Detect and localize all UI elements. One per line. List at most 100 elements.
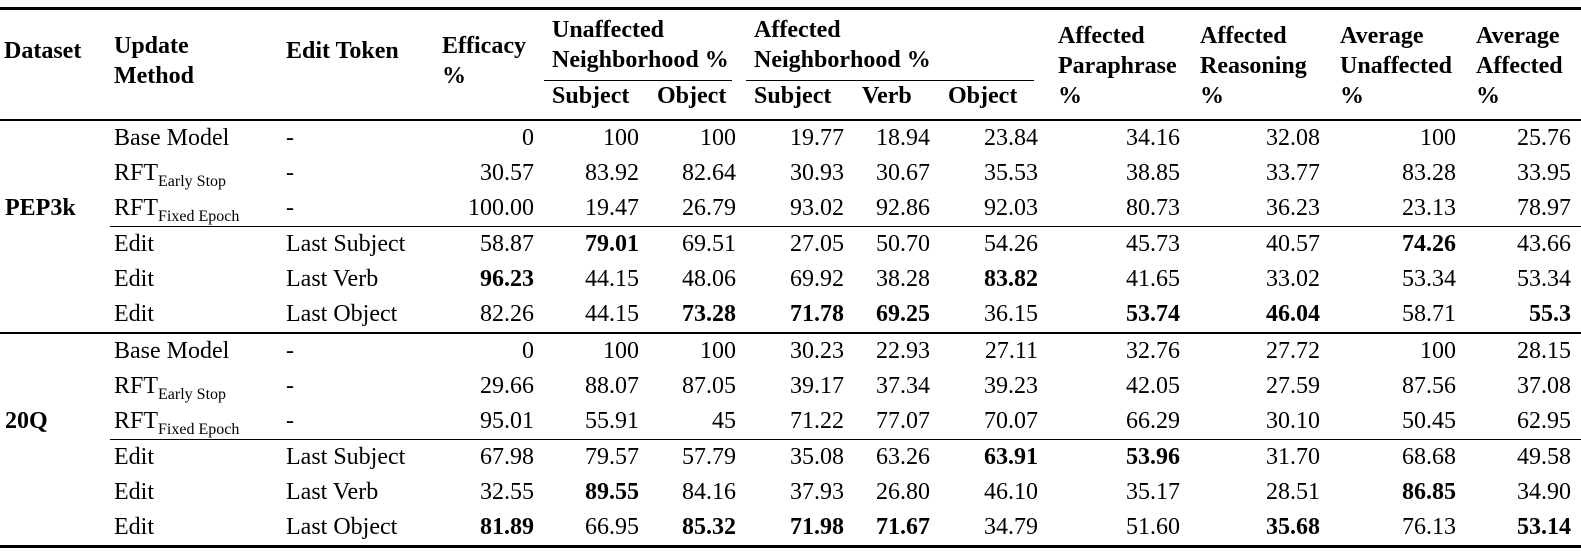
value-cell-average_unaffected: 100 [1420,124,1457,151]
edit-token-cell: Last Verb [286,478,379,505]
update-method-cell: Base Model [114,124,230,151]
col-header-dataset: Dataset [0,8,110,121]
value-cell-affected_reasoning: 33.02 [1266,265,1321,292]
update-method-cell: Edit [114,513,154,540]
value-cell-affected_paraphrase: 66.29 [1126,407,1181,434]
value-cell-average_unaffected: 86.85 [1402,478,1457,505]
value-cell-unaffected_subject: 100 [544,331,649,369]
value-cell-average_affected: 28.15 [1466,331,1581,369]
value-cell-affected_subject: 39.17 [790,372,844,399]
update-method-cell: RFTFixed Epoch [114,194,240,225]
value-cell-affected_subject: 93.02 [790,194,844,221]
update-method-cell: Edit [114,300,154,327]
results-table: Dataset Update Method Edit Token Efficac… [0,7,1581,548]
method-subscript: Early Stop [158,385,227,403]
col-header-update-method: Update Method [110,8,282,121]
value-cell-average_unaffected: 74.26 [1330,225,1467,262]
value-cell-efficacy: 0 [522,124,534,151]
value-cell-average_unaffected: 68.68 [1330,438,1467,475]
value-cell-efficacy: 58.87 [432,225,544,262]
value-cell-average_affected: 43.66 [1466,225,1581,262]
edit-token-cell: - [286,407,294,434]
value-cell-affected_paraphrase: 45.73 [1048,225,1191,262]
value-cell-affected_paraphrase: 41.65 [1126,265,1181,292]
update-method-cell: Edit [110,225,282,262]
value-cell-unaffected_object: 100 [649,331,746,369]
group-header-affected-neighborhood-label: Affected Neighborhood % [754,17,931,73]
value-cell-affected_reasoning: 40.57 [1190,225,1331,262]
col-header-update-method-label: Update Method [114,33,194,90]
value-cell-efficacy: 100.00 [468,194,534,221]
value-cell-affected_verb: 38.28 [876,265,930,292]
value-cell-affected_paraphrase: 38.85 [1126,159,1181,186]
dataset-label [0,156,110,191]
value-cell-unaffected_subject: 55.91 [585,407,639,434]
value-cell-affected_reasoning: 28.51 [1266,478,1321,505]
value-cell-average_affected: 78.97 [1517,194,1572,221]
value-cell-average_unaffected: 87.56 [1402,372,1457,399]
value-cell-unaffected_subject: 19.47 [585,194,639,221]
value-cell-affected_subject: 27.05 [746,225,854,262]
value-cell-unaffected_object: 48.06 [682,265,736,292]
group-header-unaffected-neighborhood-label: Unaffected Neighborhood % [552,17,729,73]
value-cell-unaffected_object: 26.79 [682,194,736,221]
value-cell-average_unaffected: 76.13 [1402,513,1457,540]
value-cell-affected_subject: 71.98 [790,513,844,540]
value-cell-affected_reasoning: 33.77 [1266,159,1321,186]
table-row: Edit Last Subject 67.98 79.57 57.79 35.08 63.2… [0,438,1581,475]
table-row: 20Q RFTFixed Epoch - 95.01 55.91 45 71.22 77.07… [0,404,1581,440]
edit-token-cell: Last Object [286,513,398,540]
value-cell-affected_object: 35.53 [984,159,1039,186]
subheader-unaffected-subject: Subject [544,80,649,121]
value-cell-affected_subject: 37.93 [790,478,844,505]
header-row-groups: Dataset Update Method Edit Token Efficac… [0,8,1581,121]
value-cell-affected_verb: 69.25 [876,300,930,327]
value-cell-affected_verb: 26.80 [876,478,930,505]
value-cell-affected_paraphrase: 80.73 [1126,194,1181,221]
method-subscript: Fixed Epoch [158,420,240,438]
subheader-affected-object: Object [940,80,1049,121]
table-row: RFTEarly Stop - 29.66 88.07 87.05 39.17 37.34 3… [0,369,1581,404]
subheader-unaffected-object: Object [649,80,746,121]
value-cell-unaffected_subject: 44.15 [585,300,639,327]
value-cell-efficacy: 67.98 [432,438,544,475]
value-cell-average_unaffected: 100 [1330,331,1467,369]
method-subscript: Early Stop [158,172,227,190]
col-header-efficacy-label: Efficacy % [442,33,526,90]
value-cell-affected_subject: 35.08 [746,438,854,475]
table-row: Edit Last Object 82.26 44.15 73.28 71.78 69.25… [0,297,1581,333]
edit-token-cell: Last Subject [282,438,432,475]
table-row: Edit Last Verb 32.55 89.55 84.16 37.93 26.80 46… [0,475,1581,510]
header-row-subcolumns: Subject Object Subject Verb Object [0,80,1581,121]
value-cell-affected_object: 39.23 [984,372,1039,399]
value-cell-unaffected_subject: 83.92 [585,159,639,186]
value-cell-affected_object: 70.07 [984,407,1039,434]
value-cell-average_affected: 25.76 [1517,124,1572,151]
col-header-affected-paraphrase: Affected Paraphrase % [1048,8,1191,121]
update-method-cell: Edit [114,478,154,505]
value-cell-affected_paraphrase: 53.74 [1126,300,1181,327]
value-cell-average_unaffected: 83.28 [1402,159,1457,186]
value-cell-affected_reasoning: 31.70 [1190,438,1331,475]
value-cell-efficacy: 32.55 [480,478,534,505]
edit-token-cell: - [286,194,294,221]
col-header-average-unaffected: Average Unaffected % [1330,8,1467,121]
value-cell-unaffected_object: 73.28 [682,300,736,327]
value-cell-affected_object: 36.15 [984,300,1039,327]
value-cell-average_unaffected: 53.34 [1402,265,1457,292]
dataset-label [0,262,110,297]
group-header-unaffected-neighborhood: Unaffected Neighborhood % [544,9,746,81]
group-header-affected-neighborhood: Affected Neighborhood % [746,9,1048,81]
value-cell-unaffected_subject: 88.07 [585,372,639,399]
value-cell-affected_subject: 71.22 [790,407,844,434]
value-cell-affected_object: 54.26 [940,225,1049,262]
value-cell-affected_object: 63.91 [940,438,1049,475]
value-cell-affected_verb: 50.70 [854,225,940,262]
value-cell-affected_reasoning: 27.72 [1190,331,1331,369]
update-method-cell: Base Model [110,331,282,369]
dataset-label [0,510,110,547]
value-cell-efficacy: 95.01 [480,407,534,434]
edit-token-cell: - [286,124,294,151]
dataset-label: 20Q [5,407,48,434]
value-cell-average_unaffected: 23.13 [1402,194,1457,221]
